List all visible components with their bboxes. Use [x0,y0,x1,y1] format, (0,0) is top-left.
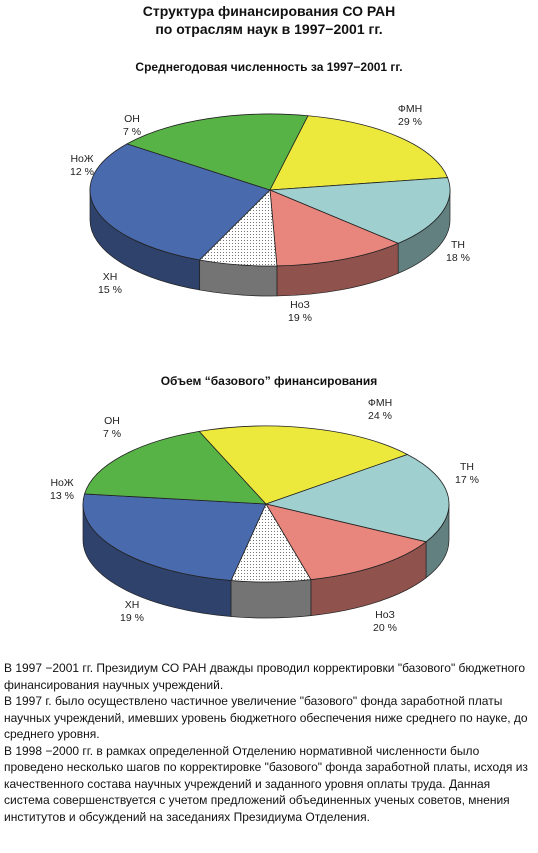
chart-1-title: Среднегодовая численность за 1997−2001 г… [135,60,403,74]
pie-slice-nozh [269,189,400,267]
slice-label-nozh: НоЖ [50,477,73,489]
slice-label-nozh: НоЖ [70,153,93,165]
slice-label-khn: ХН [103,271,118,283]
description-text: В 1997 −2001 гг. Президиум СО РАН дважды… [4,660,536,825]
pie-slice-on [198,189,278,267]
slice-value-on: 7 % [103,428,121,440]
pie-slice-on [230,503,312,583]
slice-label-fmn: ФМН [368,397,392,409]
pie-side-on [230,579,312,619]
slice-value-fmn: 29 % [398,116,422,128]
slice-value-on: 7 % [123,126,141,138]
slice-label-noz: НоЗ [375,609,395,621]
slice-value-tn: 18 % [446,252,470,264]
slice-label-khn: ХН [125,599,140,611]
pie-slice-khn [264,454,450,543]
slice-value-fmn: 24 % [368,410,392,422]
page-title-line-1: Структура финансирования СО РАН [142,3,396,19]
slice-label-on: ОН [124,113,140,125]
pie-slice-noz [269,115,449,191]
chart-2-title: Объем “базового” финансирования [160,374,378,388]
slice-value-noz: 20 % [373,622,397,634]
pie-slice-noz [198,425,409,505]
paragraph: В 1997 г. было осуществлено частичное ув… [4,694,528,741]
slice-label-on: ОН [104,415,120,427]
slice-label-fmn: ФМН [398,103,422,115]
pie-slice-fmn [82,493,267,581]
slice-value-noz: 19 % [288,312,312,324]
pie-slice-fmn [89,143,271,261]
page-title-line-2: по отраслям наук в 1997−2001 гг. [155,21,383,37]
slice-value-khn: 19 % [120,612,144,624]
slice-value-tn: 17 % [455,474,479,486]
pie-slice-khn [269,177,451,244]
slice-label-tn: ТН [451,239,465,251]
pie-slice-tn [83,430,267,505]
slice-value-nozh: 13 % [50,490,74,502]
slice-value-nozh: 12 % [70,166,94,178]
slice-value-khn: 15 % [98,284,122,296]
paragraph: В 1997 −2001 гг. Президиум СО РАН дважды… [4,661,526,692]
paragraph: В 1998 −2000 гг. в рамках определенной О… [4,743,528,824]
pie-slice-tn [126,113,309,191]
pie-slice-nozh [265,503,427,581]
slice-label-tn: ТН [460,461,474,473]
slice-label-noz: НоЗ [290,299,310,311]
